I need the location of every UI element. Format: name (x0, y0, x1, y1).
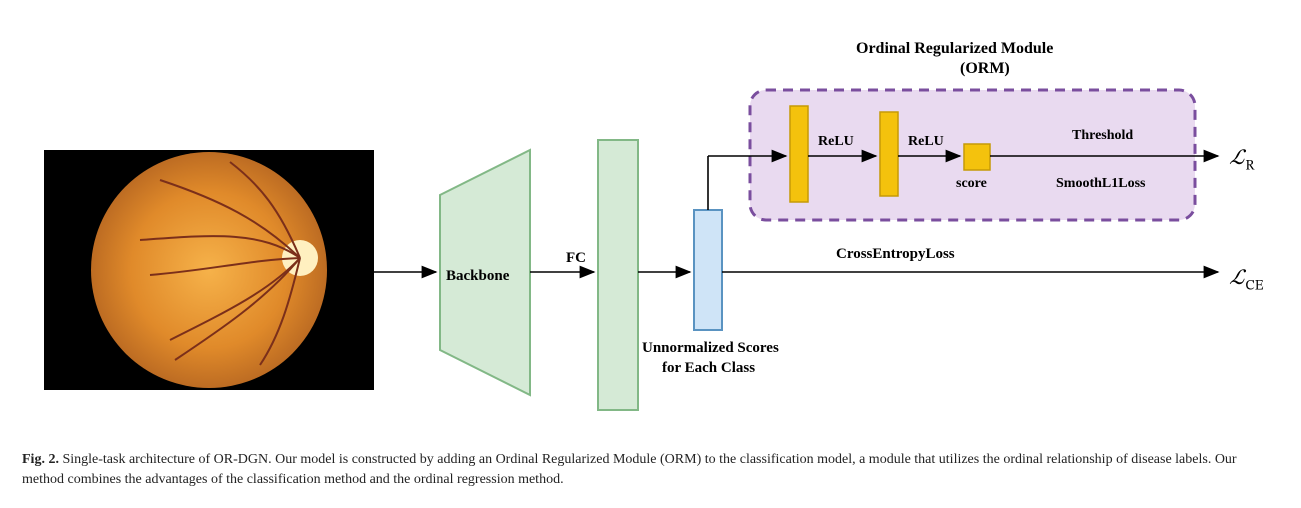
relu-label-2: ReLU (908, 134, 944, 150)
fc-block (598, 140, 638, 410)
fundus-image (44, 150, 374, 390)
orm-title-line1: Ordinal Regularized Module (856, 40, 1053, 58)
orm-score-box (964, 144, 990, 170)
scores-block (694, 210, 722, 330)
figure-caption: Fig. 2. Single-task architecture of OR-D… (22, 450, 1282, 489)
loss-ce-label: ℒCE (1230, 264, 1264, 295)
fc-label: FC (566, 250, 586, 267)
diagram-canvas: Backbone FC Unnormalized Scores for Each… (0, 0, 1301, 508)
loss-ce-symbol: ℒ (1230, 268, 1245, 290)
orm-title-line2: (ORM) (960, 60, 1010, 78)
smooth-l1-label: SmoothL1Loss (1056, 176, 1145, 192)
scores-label-line1: Unnormalized Scores (642, 340, 779, 357)
figure-number: Fig. 2. (22, 452, 59, 467)
loss-ce-subscript: CE (1245, 279, 1263, 293)
crossentropy-label: CrossEntropyLoss (836, 246, 955, 263)
loss-r-symbol: ℒ (1230, 148, 1245, 170)
orm-layer-1 (790, 106, 808, 202)
caption-text: Single-task architecture of OR-DGN. Our … (22, 452, 1237, 487)
diagram-svg (0, 0, 1301, 508)
loss-r-subscript: R (1245, 159, 1254, 173)
orm-layer-2 (880, 112, 898, 196)
relu-label-1: ReLU (818, 134, 854, 150)
backbone-label: Backbone (446, 268, 509, 285)
loss-r-label: ℒR (1230, 144, 1255, 175)
threshold-label: Threshold (1072, 128, 1133, 144)
scores-label-line2: for Each Class (662, 360, 755, 377)
score-label: score (956, 176, 987, 192)
